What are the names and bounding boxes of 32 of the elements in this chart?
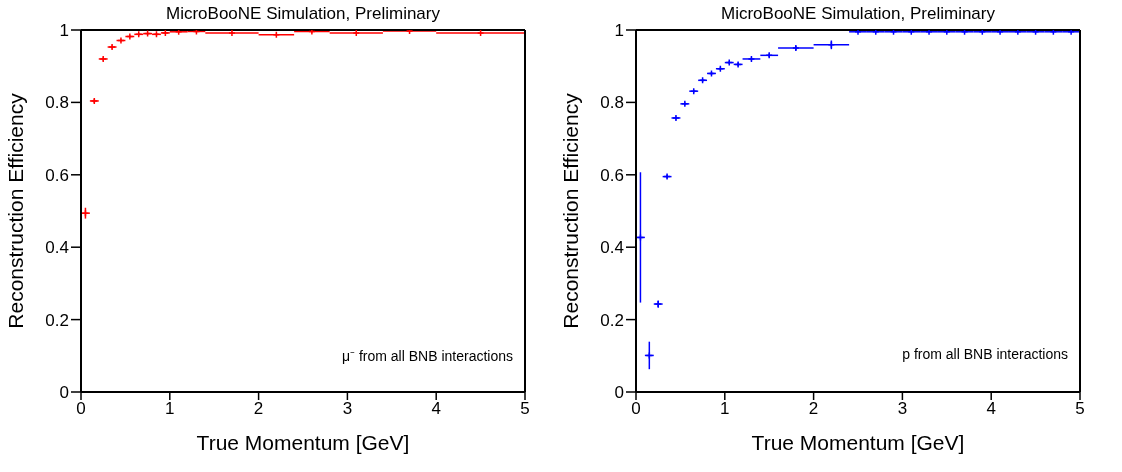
y-tick-label: 0.8 [600, 93, 624, 113]
y-tick-label: 0.2 [600, 310, 624, 330]
x-tick-label: 5 [1075, 399, 1085, 419]
y-tick-label: 0.2 [45, 310, 69, 330]
x-tick-label: 0 [76, 399, 86, 419]
x-tick-label: 4 [431, 399, 441, 419]
chart-title: MicroBooNE Simulation, Preliminary [720, 4, 996, 24]
y-tick-label: 1 [614, 21, 624, 41]
y-tick-label: 0.8 [45, 93, 69, 113]
x-tick-label: 2 [253, 399, 264, 419]
y-tick-label: 0 [59, 383, 69, 403]
x-axis-title: True Momentum [GeV] [751, 431, 965, 454]
x-tick-label: 2 [808, 399, 819, 419]
x-tick-label: 0 [631, 399, 641, 419]
y-tick-label: 0.4 [45, 238, 69, 258]
x-tick-label: 5 [520, 399, 530, 419]
y-axis-title: Reconstruction Efficiency [559, 92, 583, 329]
y-tick-label: 0.4 [600, 238, 624, 258]
x-tick-label: 3 [897, 399, 908, 419]
x-tick-label: 1 [720, 399, 730, 419]
x-axis-title: True Momentum [GeV] [196, 431, 410, 454]
y-axis-title: Reconstruction Efficiency [4, 92, 28, 329]
y-tick-label: 1 [59, 21, 69, 41]
x-tick-label: 1 [165, 399, 175, 419]
annotation: μ⁻ from all BNB interactions [341, 347, 513, 365]
chart-title: MicroBooNE Simulation, Preliminary [165, 4, 441, 24]
y-tick-label: 0 [614, 383, 624, 403]
annotation: p from all BNB interactions [902, 346, 1068, 362]
y-tick-label: 0.6 [600, 165, 624, 185]
x-tick-label: 3 [342, 399, 353, 419]
y-tick-label: 0.6 [45, 165, 69, 185]
x-tick-label: 4 [986, 399, 996, 419]
